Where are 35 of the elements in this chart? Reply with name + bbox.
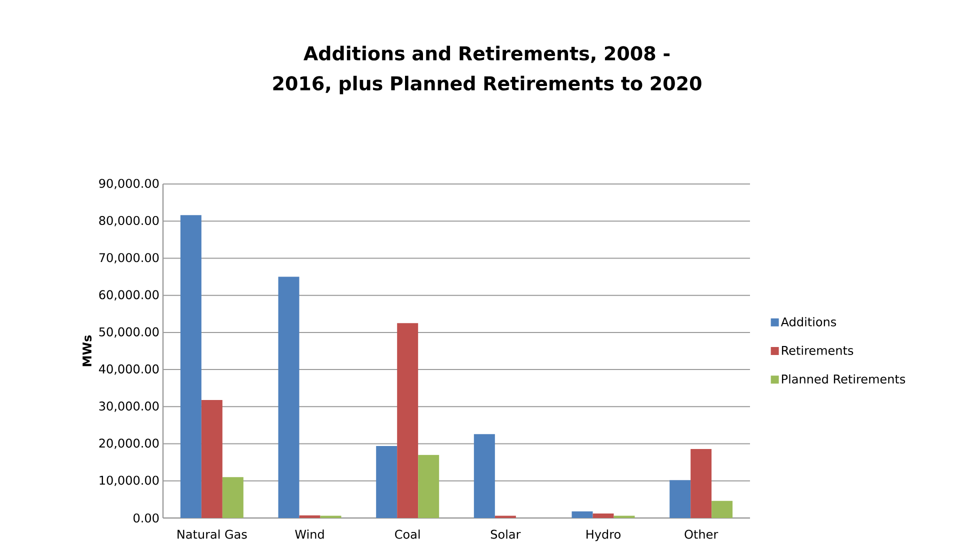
y-tick-label: 60,000.00 bbox=[99, 290, 159, 300]
x-tick-label: Solar bbox=[490, 530, 521, 539]
x-tick-label: Coal bbox=[395, 530, 420, 539]
y-tick-label: 40,000.00 bbox=[98, 364, 159, 375]
y-tick-label: 30,000.00 bbox=[99, 402, 159, 412]
bar bbox=[474, 434, 495, 518]
bar bbox=[376, 446, 398, 518]
chart-title: Additions and Retirements, 2008 - 2016, plus Planned Retirements to 2020 bbox=[273, 46, 702, 94]
y-tick-label: 20,000.00 bbox=[99, 438, 159, 449]
x-tick-label: Wind bbox=[295, 530, 324, 539]
x-tick-label: Hydro bbox=[586, 530, 620, 542]
bar bbox=[572, 511, 593, 518]
bar bbox=[670, 480, 691, 518]
bar bbox=[712, 500, 733, 518]
y-tick-label: 0.00 bbox=[134, 513, 159, 523]
bar bbox=[278, 276, 300, 518]
y-tick-label: 10,000.00 bbox=[100, 476, 159, 486]
y-tick-label: 90,000.00 bbox=[99, 178, 159, 190]
bar bbox=[222, 477, 244, 518]
x-tick-label: Natural Gas bbox=[178, 530, 247, 539]
y-axis-title: MWs bbox=[82, 335, 92, 366]
y-tick-label: 50,000.00 bbox=[99, 327, 159, 338]
x-tick-label: Other bbox=[684, 530, 718, 539]
y-tick-label: 80,000.00 bbox=[99, 216, 159, 226]
legend-label: Additions bbox=[780, 317, 836, 326]
bar bbox=[180, 215, 202, 518]
bar bbox=[592, 514, 614, 518]
bar bbox=[418, 454, 440, 518]
bar bbox=[690, 448, 712, 518]
bar bbox=[201, 400, 222, 518]
bar bbox=[299, 515, 320, 518]
legend-label: Planned Retirements bbox=[782, 374, 906, 384]
bar bbox=[397, 323, 418, 518]
y-tick-label: 70,000.00 bbox=[99, 253, 159, 264]
legend-label: Retirements bbox=[782, 346, 854, 355]
